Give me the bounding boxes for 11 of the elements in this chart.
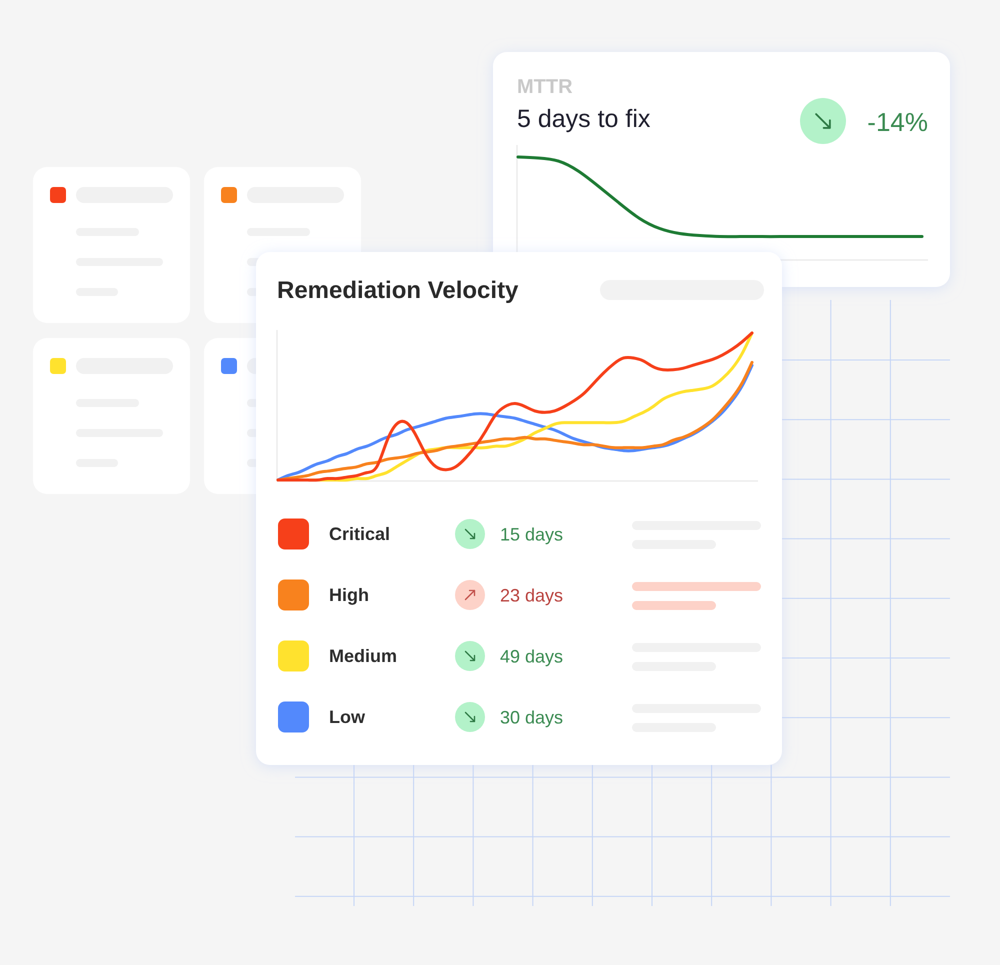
legend-label: Critical	[329, 524, 390, 544]
text: -14%	[867, 107, 928, 137]
text: 23 days	[500, 586, 564, 606]
chart-subtitle: 5 days to fix	[517, 105, 651, 133]
text: 15 days	[500, 524, 564, 544]
chart-title: Remediation Velocity	[277, 277, 520, 304]
legend-label: Low	[329, 707, 366, 727]
legend-label: High	[329, 585, 369, 605]
legend-label: Medium	[329, 646, 398, 666]
text: 30 days	[500, 708, 564, 728]
text: 49 days	[500, 646, 564, 666]
